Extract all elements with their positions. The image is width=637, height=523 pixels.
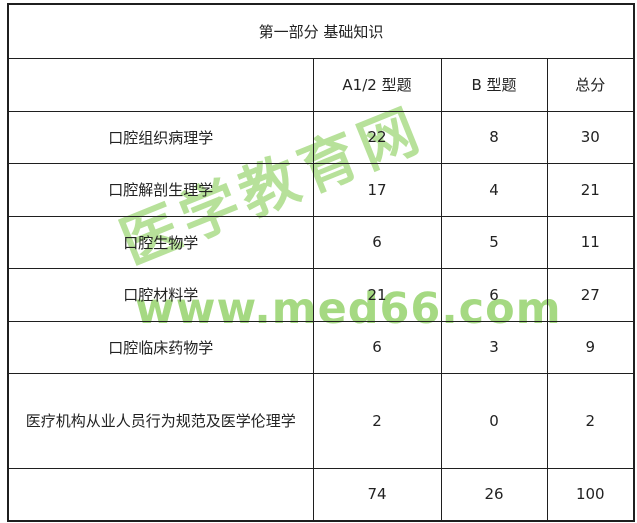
b-cell: 5 xyxy=(440,215,548,269)
grand-total-cell: 100 xyxy=(546,467,635,522)
a12-cell: 6 xyxy=(312,215,442,269)
table-row: 医疗机构从业人员行为规范及医学伦理学 2 0 2 xyxy=(7,372,635,469)
total-cell: 21 xyxy=(546,162,635,217)
b-cell: 0 xyxy=(440,372,548,469)
a12-total-cell: 74 xyxy=(312,467,442,522)
total-cell: 9 xyxy=(546,320,635,374)
a12-cell: 2 xyxy=(312,372,442,469)
table-title: 第一部分 基础知识 xyxy=(7,3,635,59)
table-row: 口腔组织病理学 22 8 30 xyxy=(7,110,635,164)
subject-cell: 口腔解剖生理学 xyxy=(7,162,314,217)
column-header-subject xyxy=(7,57,314,112)
score-table: 第一部分 基础知识 A1/2 型题 B 型题 总分 口腔组织病理学 22 8 3… xyxy=(7,3,636,522)
table-totals-row: 74 26 100 xyxy=(7,467,635,522)
a12-cell: 22 xyxy=(312,110,442,164)
b-cell: 6 xyxy=(440,267,548,322)
subject-cell: 口腔材料学 xyxy=(7,267,314,322)
b-cell: 8 xyxy=(440,110,548,164)
b-total-cell: 26 xyxy=(440,467,548,522)
subject-cell: 口腔临床药物学 xyxy=(7,320,314,374)
table-row: 口腔生物学 6 5 11 xyxy=(7,215,635,269)
total-cell: 27 xyxy=(546,267,635,322)
table-header-row: A1/2 型题 B 型题 总分 xyxy=(7,57,635,112)
subject-cell: 口腔组织病理学 xyxy=(7,110,314,164)
a12-cell: 17 xyxy=(312,162,442,217)
b-cell: 4 xyxy=(440,162,548,217)
a12-cell: 21 xyxy=(312,267,442,322)
b-cell: 3 xyxy=(440,320,548,374)
table-row: 口腔解剖生理学 17 4 21 xyxy=(7,162,635,217)
table-row: 口腔材料学 21 6 27 xyxy=(7,267,635,322)
total-cell: 11 xyxy=(546,215,635,269)
column-header-a12: A1/2 型题 xyxy=(312,57,442,112)
a12-cell: 6 xyxy=(312,320,442,374)
subject-cell: 医疗机构从业人员行为规范及医学伦理学 xyxy=(7,372,314,469)
table-title-row: 第一部分 基础知识 xyxy=(7,3,635,59)
column-header-b: B 型题 xyxy=(440,57,548,112)
subject-cell xyxy=(7,467,314,522)
subject-cell: 口腔生物学 xyxy=(7,215,314,269)
total-cell: 2 xyxy=(546,372,635,469)
total-cell: 30 xyxy=(546,110,635,164)
column-header-total: 总分 xyxy=(546,57,635,112)
table-row: 口腔临床药物学 6 3 9 xyxy=(7,320,635,374)
